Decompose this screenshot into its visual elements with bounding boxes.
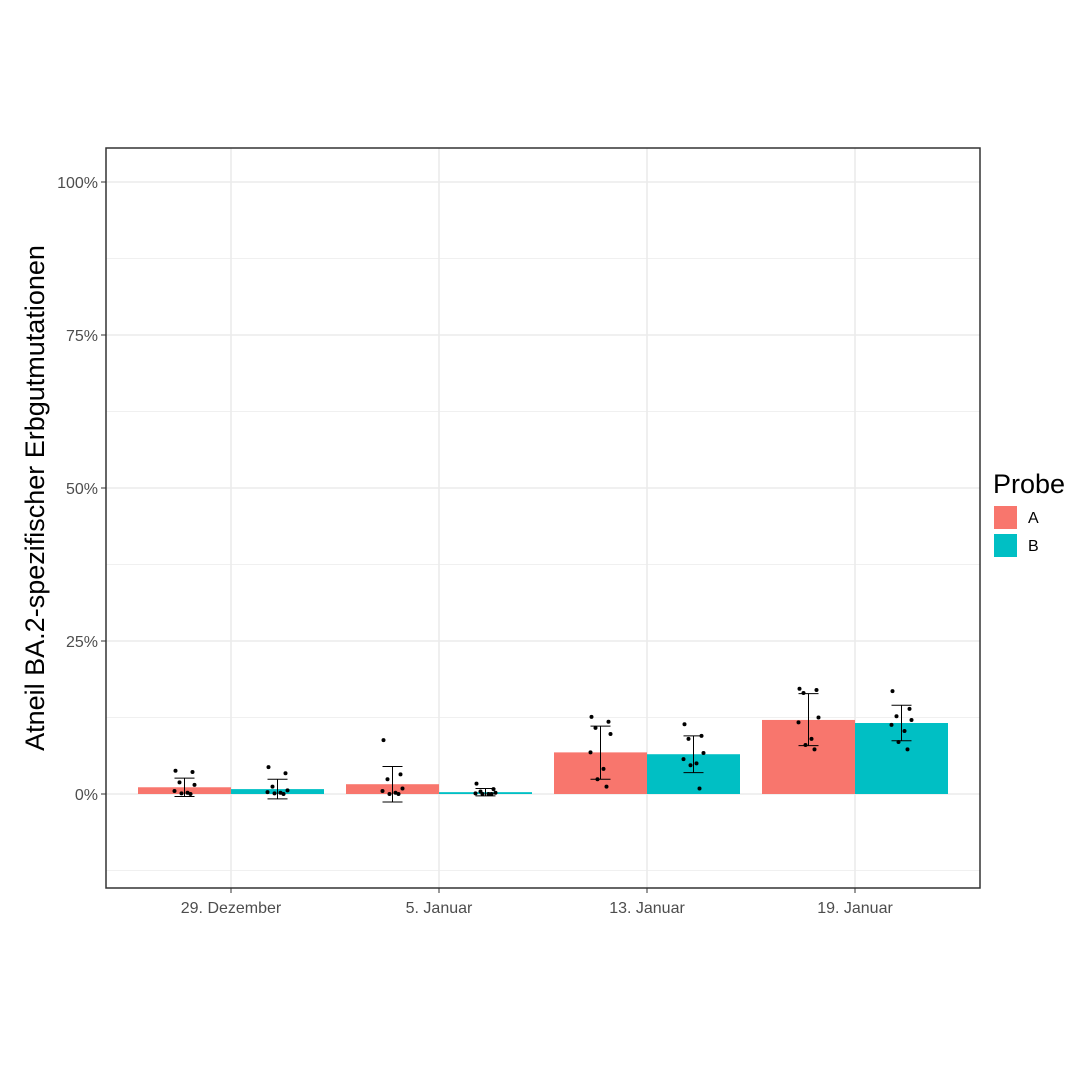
data-point	[682, 722, 687, 727]
data-point	[608, 732, 613, 737]
data-point	[694, 761, 699, 766]
x-tick-label: 29. Dezember	[181, 900, 282, 917]
data-point	[812, 747, 817, 752]
x-tick-label: 5. Januar	[406, 900, 473, 917]
data-point	[809, 736, 814, 741]
y-axis-title: Atneil BA.2-spezifischer Erbgutmutatione…	[20, 245, 50, 751]
y-tick-label: 75%	[66, 328, 98, 345]
data-point	[489, 792, 494, 796]
data-point	[606, 719, 611, 724]
data-point	[797, 686, 802, 691]
data-point	[265, 790, 270, 795]
y-tick-label: 50%	[66, 481, 98, 498]
data-point	[270, 784, 275, 789]
data-point	[894, 714, 899, 719]
data-point	[681, 757, 686, 762]
y-tick-label: 0%	[75, 787, 98, 804]
legend-label-A: A	[1028, 510, 1039, 527]
legend-title: Probe	[993, 469, 1065, 499]
data-point	[593, 725, 598, 730]
plot-panel-border	[105, 147, 981, 889]
data-point	[192, 782, 197, 787]
legend-key-B	[994, 534, 1017, 557]
data-point	[281, 792, 286, 796]
bars	[138, 719, 948, 794]
data-point	[688, 763, 693, 768]
data-point	[889, 722, 894, 727]
data-point	[803, 743, 808, 748]
data-point	[400, 786, 405, 791]
data-point	[380, 788, 385, 793]
x-axis-ticks: 29. Dezember 5. Januar 13. Januar 19. Janua…	[181, 888, 893, 917]
data-point	[173, 768, 178, 773]
error-bars	[174, 693, 912, 803]
data-point	[816, 715, 821, 720]
data-point	[396, 792, 401, 796]
data-point	[796, 720, 801, 725]
data-point	[814, 687, 819, 692]
x-tick-label: 13. Januar	[609, 900, 685, 917]
data-point	[907, 706, 912, 711]
data-point	[177, 780, 182, 785]
data-point	[387, 792, 392, 796]
data-point	[588, 750, 593, 755]
data-point	[601, 766, 606, 771]
data-point	[283, 771, 288, 776]
data-point	[589, 714, 594, 719]
data-point	[190, 769, 195, 774]
legend-key-A	[994, 506, 1017, 529]
data-point	[801, 691, 806, 696]
data-points	[172, 686, 914, 796]
data-point	[890, 689, 895, 694]
data-point	[595, 777, 600, 782]
data-point	[398, 772, 403, 777]
data-point	[697, 786, 702, 791]
data-point	[701, 750, 706, 755]
y-axis-ticks: 0% 25% 50% 75% 100%	[57, 175, 106, 804]
data-point	[272, 791, 277, 796]
data-point	[896, 739, 901, 744]
data-point	[179, 791, 184, 796]
data-point	[266, 765, 271, 770]
data-point	[491, 787, 496, 792]
data-point	[188, 792, 193, 796]
data-point	[902, 728, 907, 733]
data-point	[474, 781, 479, 786]
legend: Probe AB	[993, 469, 1065, 557]
data-point	[480, 792, 485, 796]
data-point	[278, 790, 283, 795]
data-point	[185, 790, 190, 795]
data-point	[385, 777, 390, 782]
x-tick-label: 19. Januar	[817, 900, 893, 917]
data-point	[285, 788, 290, 793]
data-point	[909, 717, 914, 722]
y-tick-label: 100%	[57, 175, 98, 192]
legend-label-B: B	[1028, 538, 1039, 555]
data-point	[486, 792, 491, 796]
data-point	[699, 733, 704, 738]
data-point	[381, 738, 386, 743]
data-point	[393, 790, 398, 795]
data-point	[172, 788, 177, 793]
data-point	[905, 747, 910, 752]
data-point	[686, 736, 691, 741]
data-point	[493, 790, 498, 795]
data-point	[473, 791, 478, 796]
data-point	[604, 784, 609, 789]
y-tick-label: 25%	[66, 634, 98, 651]
